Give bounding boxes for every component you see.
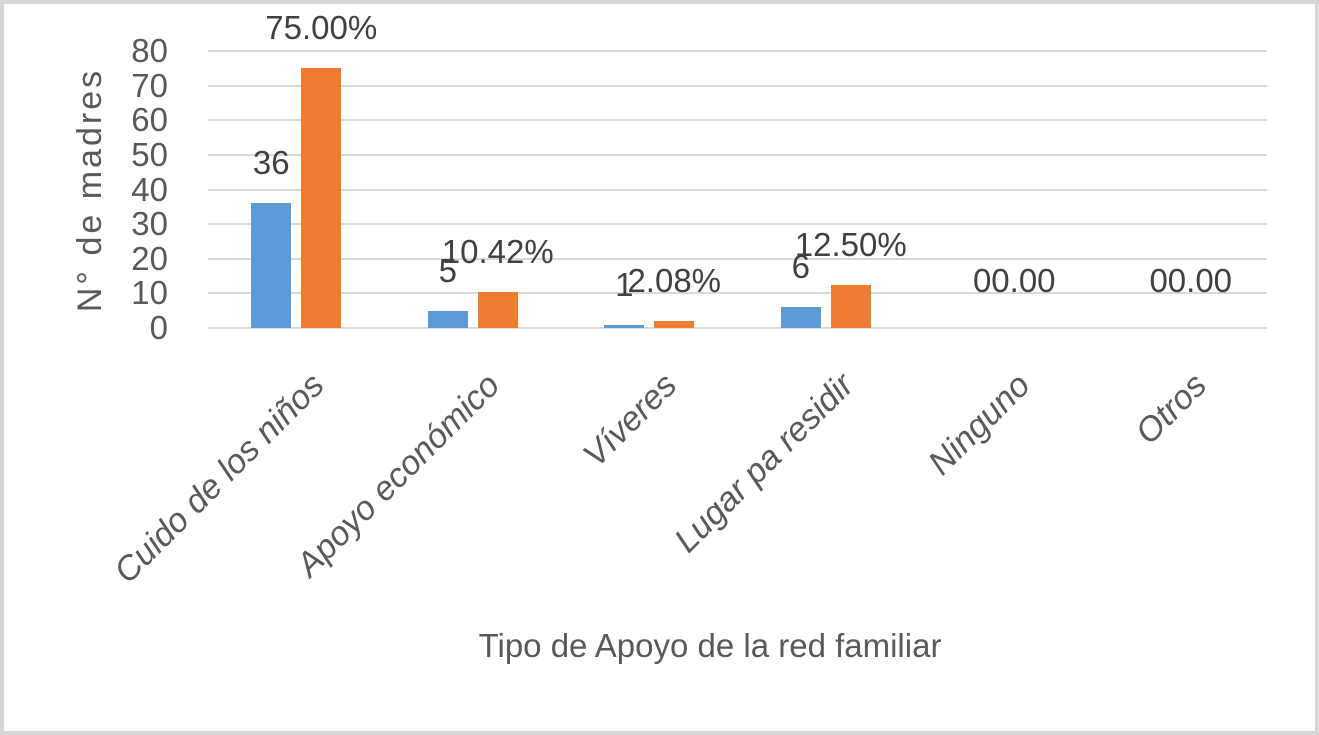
bar <box>301 68 342 328</box>
gridline <box>208 119 1267 122</box>
data-label: 1 <box>615 265 634 303</box>
gridline <box>208 257 1267 260</box>
y-axis-title: N° de madres <box>71 67 109 313</box>
zero-data-label: 00.00 <box>1149 262 1233 299</box>
gridline <box>208 223 1267 226</box>
bar <box>654 320 695 328</box>
category-label: Otros <box>1127 366 1214 452</box>
bar <box>251 203 292 328</box>
category-label: Víveres <box>575 366 685 475</box>
y-tick-label: 70 <box>131 66 168 104</box>
category-label: Ninguno <box>920 366 1038 483</box>
bar <box>830 284 871 328</box>
y-tick-label: 0 <box>149 309 168 346</box>
bar <box>477 291 518 328</box>
y-tick-label: 20 <box>131 239 168 277</box>
data-label: 6 <box>791 248 810 286</box>
gridline <box>208 292 1267 295</box>
data-label: 75.00% <box>265 9 378 47</box>
gridline <box>208 84 1267 87</box>
data-label: 2.08% <box>627 261 722 299</box>
bar <box>427 310 468 328</box>
y-tick-label: 80 <box>131 32 168 69</box>
y-tick-label: 50 <box>131 135 168 173</box>
bar <box>780 307 821 328</box>
gridline <box>208 327 1267 329</box>
data-label: 5 <box>438 251 457 289</box>
y-tick-label: 10 <box>131 274 168 312</box>
gridline <box>208 153 1267 156</box>
y-tick-label: 40 <box>131 170 168 208</box>
category-label: Lugar pa residir <box>666 366 861 560</box>
data-label: 12.50% <box>794 225 907 263</box>
bar <box>604 324 645 328</box>
gridline <box>208 188 1267 191</box>
data-label: 10.42% <box>441 232 554 270</box>
zero-data-label: 00.00 <box>972 262 1056 299</box>
y-tick-label: 60 <box>131 101 168 139</box>
gridline <box>208 50 1267 52</box>
x-axis-title: Tipo de Apoyo de la red familiar <box>478 627 942 664</box>
data-label: 36 <box>252 144 290 182</box>
y-tick-label: 30 <box>131 205 168 243</box>
